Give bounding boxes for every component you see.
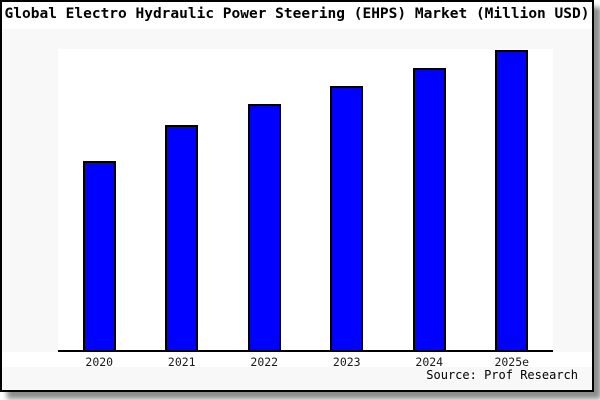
title-band xyxy=(2,2,592,29)
x-axis-label-band xyxy=(2,352,592,367)
bar-2021 xyxy=(165,125,199,350)
x-tick-label-2020: 2020 xyxy=(85,355,114,369)
x-tick-label-2021: 2021 xyxy=(167,355,196,369)
source-credit: Source: Prof Research xyxy=(426,368,578,382)
chart-title: Global Electro Hydraulic Power Steering … xyxy=(4,6,590,22)
x-tick-label-2024: 2024 xyxy=(415,355,444,369)
plot-area xyxy=(58,49,553,352)
bar-2020 xyxy=(82,161,116,350)
x-tick-label-2022: 2022 xyxy=(250,355,279,369)
bar-2024 xyxy=(412,68,446,350)
bar-2023 xyxy=(330,86,364,350)
x-tick-label-2023: 2023 xyxy=(332,355,361,369)
bar-2022 xyxy=(247,104,281,350)
bar-2025e xyxy=(495,50,529,350)
chart-window: Global Electro Hydraulic Power Steering … xyxy=(0,0,594,392)
x-tick-label-2025e: 2025e xyxy=(494,355,530,369)
